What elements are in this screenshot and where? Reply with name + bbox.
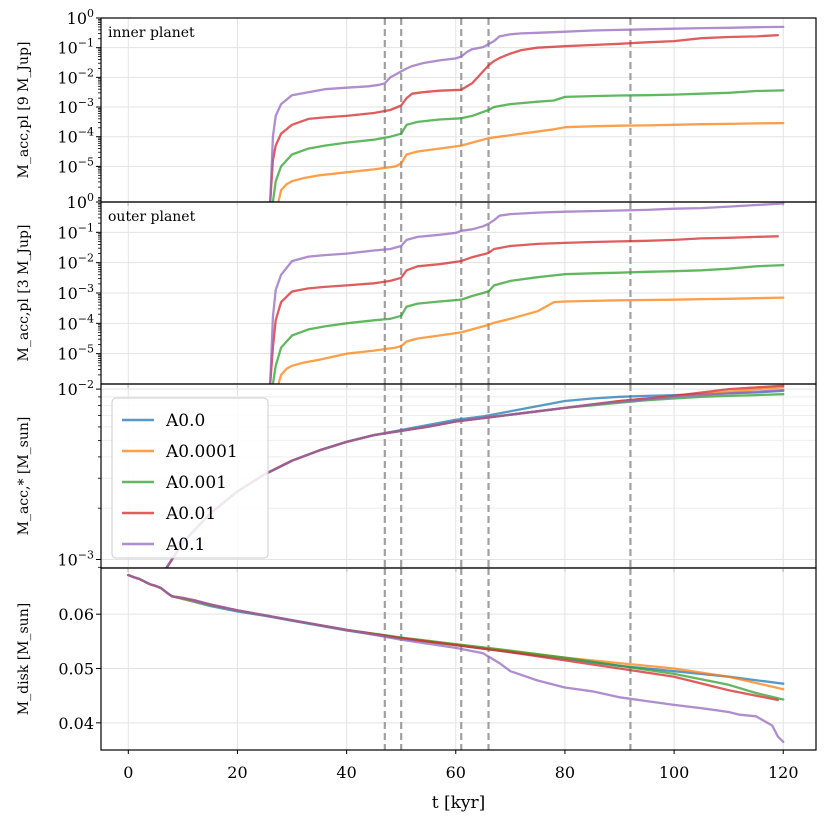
legend-label: A0.1 xyxy=(165,535,205,555)
x-tick-label: 60 xyxy=(446,763,466,782)
y-tick-label: 0.05 xyxy=(58,660,94,679)
y-axis-label: M_acc,pl [9 M_Jup] xyxy=(16,42,32,179)
series-line-A0-01 xyxy=(127,573,779,702)
panel-inner: 100 10−1 10−2 10−3 10−4 10−5 inner planet M_acc… xyxy=(16,7,817,206)
x-tick-label: 120 xyxy=(768,763,799,782)
y-tick-label: 10−3 xyxy=(57,548,94,569)
y-axis-label: M_acc,* [M_sun] xyxy=(16,417,32,536)
x-tick-label: 20 xyxy=(227,763,247,782)
series-line-A0-0001 xyxy=(277,121,785,202)
series-line-A0-1 xyxy=(127,573,785,744)
series-line-A0-1 xyxy=(269,25,785,202)
series-line-A0-001 xyxy=(271,89,785,202)
series-line-A0-01 xyxy=(269,235,779,384)
panel-frame xyxy=(100,567,817,751)
y-tick-label: 10−2 xyxy=(57,378,94,399)
x-tick-label: 0 xyxy=(123,763,133,782)
y-tick-label: 10−4 xyxy=(57,126,94,147)
panel-outer: 100 10−1 10−2 10−3 10−4 10−5 outer planet M_acc… xyxy=(16,191,817,388)
panel-annotation: inner planet xyxy=(108,25,195,41)
legend-label: A0.0 xyxy=(165,411,205,431)
x-tick-label: 100 xyxy=(659,763,690,782)
y-tick-label: 10−5 xyxy=(57,155,94,176)
series-group xyxy=(269,25,785,202)
y-tick-label: 0.06 xyxy=(58,605,94,624)
x-tick-label: 40 xyxy=(336,763,356,782)
legend-label: A0.0001 xyxy=(165,442,238,462)
y-axis-label: M_disk [M_sun] xyxy=(16,603,32,715)
y-tick-label: 10−5 xyxy=(57,343,94,364)
x-tick-label: 80 xyxy=(555,763,575,782)
y-tick-label: 10−2 xyxy=(57,66,94,87)
legend-label: A0.01 xyxy=(165,504,216,524)
panel-frame xyxy=(100,17,817,203)
y-tick-label: 10−1 xyxy=(57,37,94,58)
legend-box xyxy=(111,397,269,559)
series-line-A0-001 xyxy=(271,263,785,384)
y-tick-label: 100 xyxy=(67,191,94,212)
series-line-A0-1 xyxy=(269,202,785,384)
panel-annotation: outer planet xyxy=(108,209,196,225)
y-tick-label: 10−1 xyxy=(57,221,94,242)
series-line-A0-01 xyxy=(269,34,779,202)
y-axis-label: M_acc,pl [3 M_Jup] xyxy=(16,225,32,362)
y-tick-label: 100 xyxy=(67,7,94,28)
x-axis-label: t [kyr] xyxy=(432,793,486,813)
series-line-A0-0001 xyxy=(277,296,785,384)
legend: A0.0 A0.0001 A0.001 A0.01 A0.1 xyxy=(111,397,269,559)
y-tick-label: 10−4 xyxy=(57,312,94,333)
y-tick-label: 0.04 xyxy=(58,714,94,733)
legend-label: A0.001 xyxy=(165,473,227,493)
panel-disk: 0.04 0.05 0.06 M_disk [M_sun] xyxy=(16,567,817,754)
y-tick-label: 10−2 xyxy=(57,252,94,273)
series-group xyxy=(269,202,785,384)
y-tick-label: 10−3 xyxy=(57,96,94,117)
series-group xyxy=(127,573,785,744)
y-tick-label: 10−3 xyxy=(57,282,94,303)
